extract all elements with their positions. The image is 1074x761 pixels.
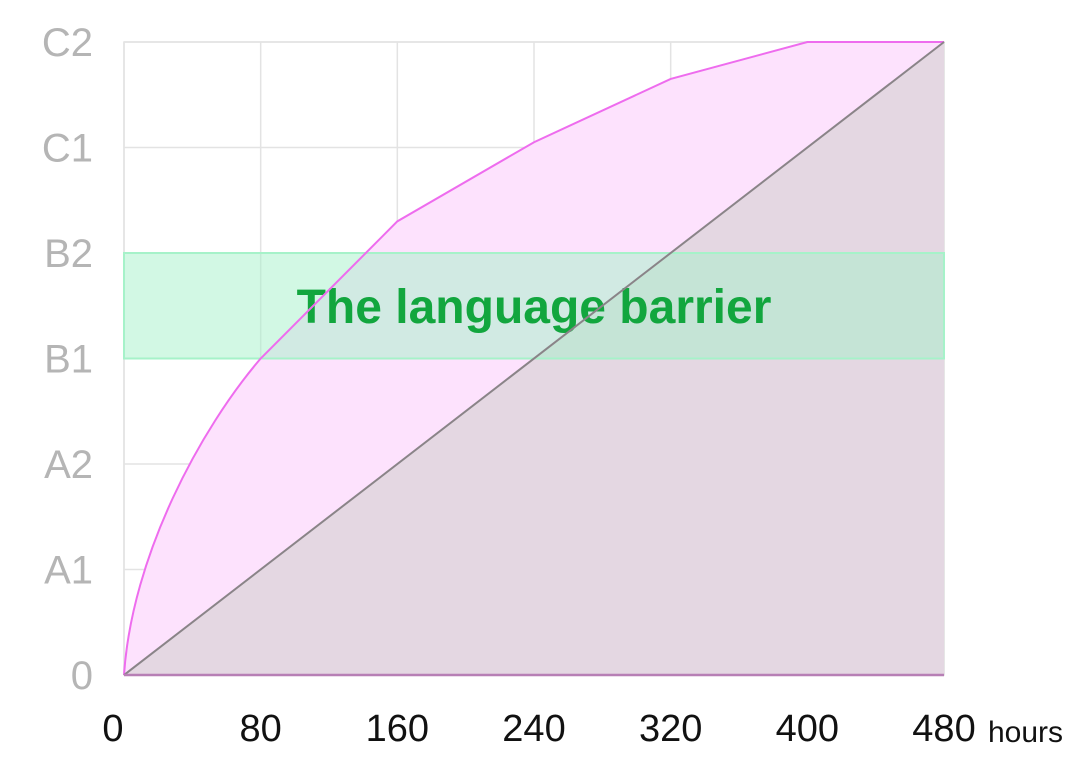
language-barrier-label: The language barrier [297,281,772,334]
y-tick-label: B1 [44,338,93,382]
plot-lines [123,41,945,677]
y-tick-label: A2 [44,443,93,487]
x-tick-label: 400 [776,708,839,750]
linear-baseline-line [123,41,945,676]
x-tick-label: 0 [102,708,123,750]
x-axis-ticks: 0 80 160 240 320 400 480 [102,708,975,750]
x-axis-unit-label: hours [988,716,1063,749]
y-tick-label: C2 [42,21,93,65]
y-tick-label: A1 [44,549,93,593]
y-axis-ticks: 0 A1 A2 B1 B2 C1 C2 [42,21,93,698]
x-tick-label: 80 [240,708,282,750]
x-tick-label: 160 [366,708,429,750]
x-tick-label: 320 [639,708,702,750]
language-barrier-band: The language barrier [123,252,945,360]
y-tick-label: C1 [42,127,93,171]
upper-curve-line [123,41,944,676]
x-tick-label: 240 [502,708,565,750]
y-tick-label: B2 [44,232,93,276]
y-tick-label: 0 [71,654,93,698]
x-tick-label: 480 [912,708,975,750]
language-barrier-band-rect [123,252,945,360]
